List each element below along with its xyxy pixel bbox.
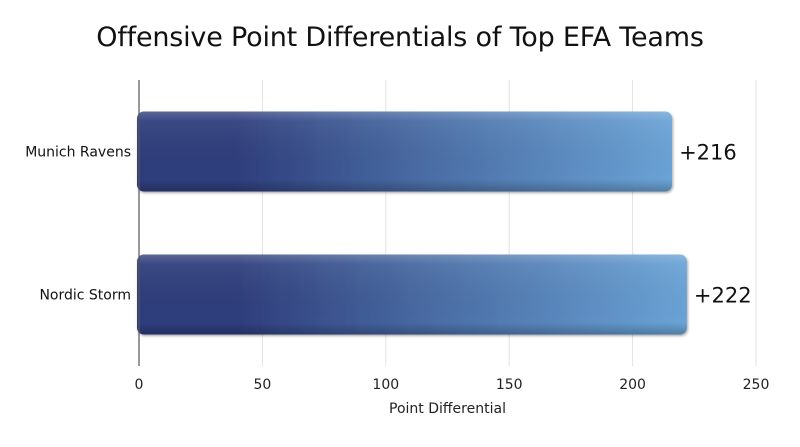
- bar-highlight: [137, 254, 687, 335]
- x-tick-label: 200: [619, 377, 646, 393]
- x-tick-label: 0: [135, 377, 144, 393]
- chart-title: Offensive Point Differentials of Top EFA…: [96, 22, 704, 53]
- bars-layer: [137, 111, 687, 335]
- x-axis-title: Point Differential: [389, 401, 506, 417]
- labels-layer: 0 50 100 150 200 250 Munich Ravens +216 Nordic S…: [25, 141, 769, 394]
- bar-highlight: [137, 111, 673, 192]
- x-tick-label: 150: [496, 377, 523, 393]
- x-tick-label: 250: [743, 377, 770, 393]
- data-label: +216: [679, 141, 737, 165]
- category-label: Nordic Storm: [39, 288, 131, 304]
- category-label: Munich Ravens: [25, 145, 131, 161]
- x-tick-label: 50: [253, 377, 271, 393]
- data-label: +222: [694, 284, 752, 308]
- x-tick-label: 100: [372, 377, 399, 393]
